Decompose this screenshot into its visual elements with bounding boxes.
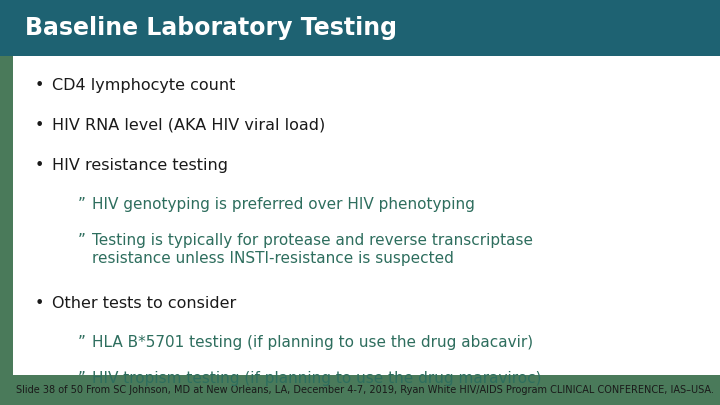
FancyBboxPatch shape [0, 56, 13, 375]
Text: ”: ” [78, 335, 86, 350]
Text: •: • [35, 78, 44, 93]
Text: •: • [35, 296, 44, 311]
FancyBboxPatch shape [0, 56, 720, 375]
Text: CD4 lymphocyte count: CD4 lymphocyte count [52, 78, 235, 93]
Text: •: • [35, 118, 44, 133]
Text: HIV tropism testing (if planning to use the drug maraviroc): HIV tropism testing (if planning to use … [92, 371, 541, 386]
FancyBboxPatch shape [0, 0, 720, 56]
Text: Slide 38 of 50 From SC Johnson, MD at New Orleans, LA, December 4-7, 2019, Ryan : Slide 38 of 50 From SC Johnson, MD at Ne… [16, 385, 714, 395]
Text: ”: ” [78, 233, 86, 248]
Text: ”: ” [78, 197, 86, 212]
Text: Testing is typically for protease and reverse transcriptase
resistance unless IN: Testing is typically for protease and re… [92, 233, 533, 266]
Text: HLA B*5701 testing (if planning to use the drug abacavir): HLA B*5701 testing (if planning to use t… [92, 335, 534, 350]
Text: HIV genotyping is preferred over HIV phenotyping: HIV genotyping is preferred over HIV phe… [92, 197, 475, 212]
Text: HIV RNA level (AKA HIV viral load): HIV RNA level (AKA HIV viral load) [52, 118, 325, 133]
Text: Other tests to consider: Other tests to consider [52, 296, 236, 311]
Text: Baseline Laboratory Testing: Baseline Laboratory Testing [25, 16, 397, 40]
Text: HIV resistance testing: HIV resistance testing [52, 158, 228, 173]
Text: ”: ” [78, 371, 86, 386]
Text: •: • [35, 158, 44, 173]
FancyBboxPatch shape [0, 375, 720, 405]
